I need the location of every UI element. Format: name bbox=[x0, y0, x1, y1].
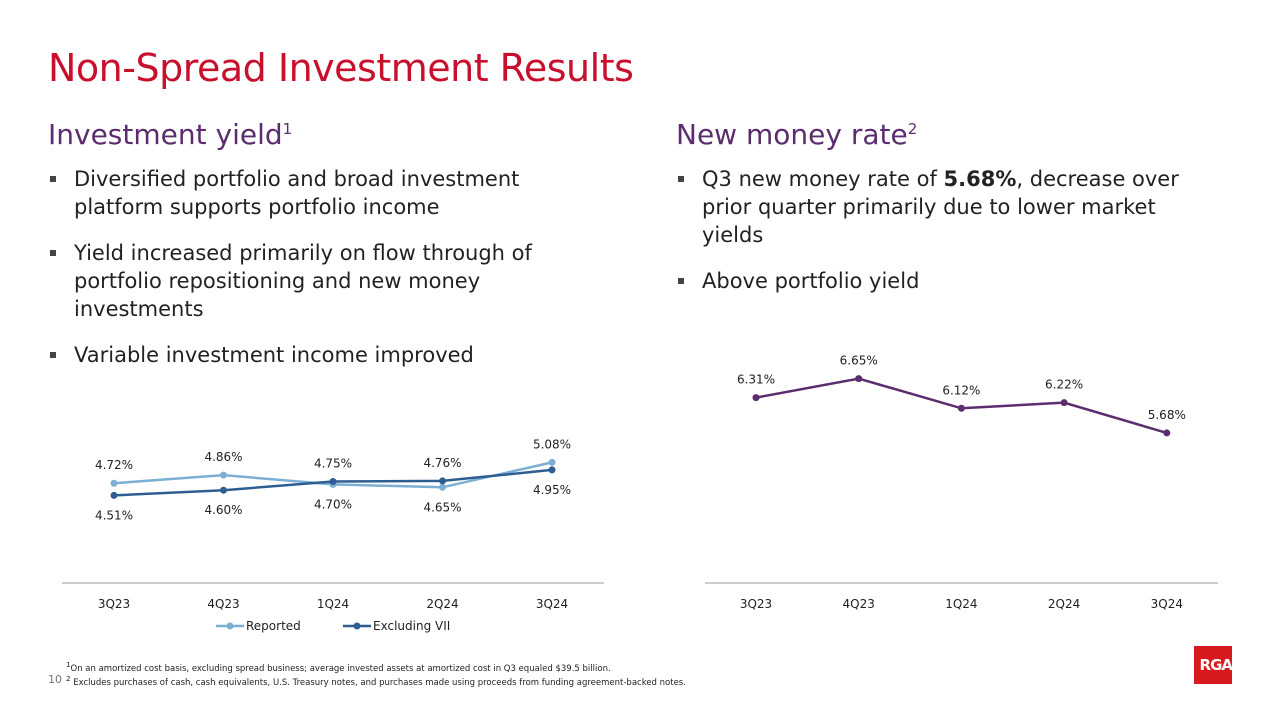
new-money-rate-heading: New money rate2 bbox=[676, 118, 917, 151]
data-point bbox=[1060, 399, 1068, 407]
data-label: 5.08% bbox=[533, 437, 571, 451]
bullet-bold: 5.68% bbox=[943, 167, 1017, 191]
data-point bbox=[439, 483, 446, 491]
data-label: 4.75% bbox=[314, 457, 352, 471]
heading-text: Investment yield bbox=[48, 118, 283, 151]
investment-yield-heading: Investment yield1 bbox=[48, 118, 292, 151]
x-tick-label: 4Q23 bbox=[843, 597, 875, 611]
bullet-text: Above portfolio yield bbox=[702, 269, 920, 293]
legend-marker bbox=[353, 622, 361, 630]
footnote-text: Excludes purchases of cash, cash equival… bbox=[73, 677, 686, 688]
data-label: 6.22% bbox=[1045, 378, 1083, 392]
new-money-rate-bullets: Q3 new money rate of 5.68%, decrease ove… bbox=[676, 165, 1216, 313]
x-tick-label: 3Q24 bbox=[536, 597, 568, 611]
page-number: 10 bbox=[48, 673, 62, 686]
data-point bbox=[752, 394, 760, 402]
data-label: 4.70% bbox=[314, 497, 352, 511]
data-label: 4.76% bbox=[423, 456, 461, 470]
data-point bbox=[329, 478, 337, 485]
data-label: 4.51% bbox=[95, 508, 133, 522]
data-label: 4.95% bbox=[533, 483, 571, 497]
data-point bbox=[548, 458, 556, 466]
x-tick-label: 2Q24 bbox=[426, 597, 458, 611]
footnote-ref: 1 bbox=[282, 120, 293, 138]
data-point bbox=[110, 479, 118, 487]
data-label: 6.31% bbox=[737, 373, 775, 387]
bullet: Above portfolio yield bbox=[676, 267, 1216, 295]
bullet: Q3 new money rate of 5.68%, decrease ove… bbox=[676, 165, 1216, 249]
data-point bbox=[220, 486, 227, 494]
heading-text: New money rate bbox=[676, 118, 908, 151]
bullet-text: , decrease over prior quarter primarily … bbox=[702, 167, 1179, 247]
legend-label: Excluding VII bbox=[373, 619, 450, 633]
data-label: 4.86% bbox=[204, 450, 242, 464]
page-title: Non-Spread Investment Results bbox=[48, 46, 634, 90]
data-point bbox=[110, 491, 118, 499]
footnote-mark: 1 bbox=[66, 660, 71, 669]
data-point bbox=[855, 375, 863, 383]
footnote-text: On an amortized cost basis, excluding sp… bbox=[70, 663, 611, 674]
footnote-2: 2 Excludes purchases of cash, cash equiv… bbox=[66, 674, 686, 688]
footnote-mark: 2 bbox=[66, 674, 71, 683]
data-point bbox=[220, 471, 227, 479]
data-label: 6.12% bbox=[942, 383, 980, 397]
bullet: Diversified portfolio and broad investme… bbox=[48, 165, 608, 221]
x-tick-label: 3Q24 bbox=[1151, 597, 1183, 611]
x-tick-label: 2Q24 bbox=[1048, 597, 1080, 611]
data-label: 5.68% bbox=[1148, 408, 1186, 422]
data-label: 6.65% bbox=[840, 354, 878, 368]
legend-label: Reported bbox=[246, 619, 301, 633]
x-tick-label: 1Q24 bbox=[945, 597, 977, 611]
footnote-1: 1On an amortized cost basis, excluding s… bbox=[66, 660, 611, 674]
x-tick-label: 3Q23 bbox=[740, 597, 772, 611]
logo-text: RGA bbox=[1199, 656, 1233, 674]
x-tick-label: 4Q23 bbox=[207, 597, 239, 611]
data-label: 4.65% bbox=[423, 500, 461, 514]
data-label: 4.72% bbox=[95, 458, 133, 472]
data-point bbox=[1163, 429, 1171, 437]
bullet-text: Q3 new money rate of bbox=[702, 167, 944, 191]
data-point bbox=[548, 466, 556, 474]
data-point bbox=[439, 477, 446, 485]
investment-yield-bullets: Diversified portfolio and broad investme… bbox=[48, 165, 608, 387]
footnote-ref: 2 bbox=[907, 120, 918, 138]
bullet: Yield increased primarily on flow throug… bbox=[48, 239, 608, 323]
legend-marker bbox=[226, 622, 234, 630]
x-tick-label: 1Q24 bbox=[317, 597, 349, 611]
data-label: 4.60% bbox=[204, 503, 242, 517]
rga-logo: RGA bbox=[1194, 646, 1233, 684]
data-point bbox=[957, 404, 965, 412]
bullet: Variable investment income improved bbox=[48, 341, 608, 369]
x-tick-label: 3Q23 bbox=[98, 597, 130, 611]
